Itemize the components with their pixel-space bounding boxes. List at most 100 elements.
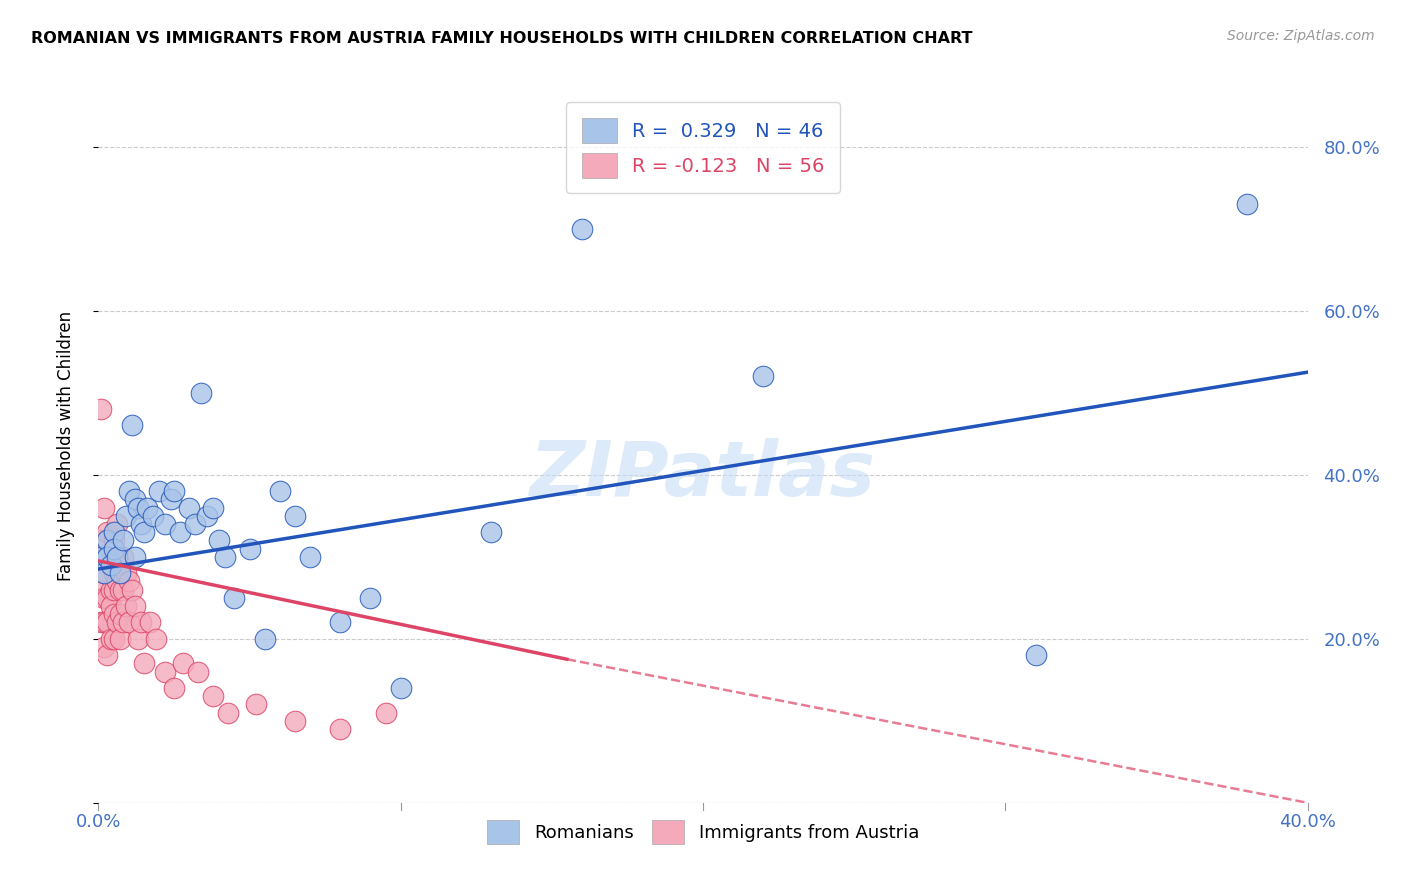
Point (108, 558, 131, 572)
Point (179, 500, 201, 515)
Point (93, 549, 115, 564)
Point (96, 549, 118, 564)
Point (169, 525, 191, 540)
Point (111, 615, 134, 630)
Point (111, 533, 134, 548)
Point (103, 632, 125, 646)
Point (96, 549, 118, 564)
Point (752, 369, 775, 384)
Point (124, 549, 146, 564)
Point (253, 632, 276, 646)
Point (160, 492, 183, 507)
Point (93, 500, 115, 515)
Point (93, 566, 115, 581)
Point (148, 484, 170, 499)
Point (214, 549, 236, 564)
Point (90, 582, 112, 597)
Text: ROMANIAN VS IMMIGRANTS FROM AUSTRIA FAMILY HOUSEHOLDS WITH CHILDREN CORRELATION : ROMANIAN VS IMMIGRANTS FROM AUSTRIA FAMI… (31, 31, 973, 46)
Point (127, 500, 149, 515)
Point (108, 607, 131, 622)
Point (90, 402, 112, 417)
Point (105, 574, 128, 589)
Point (127, 632, 149, 646)
Point (1236, 197, 1258, 211)
Point (239, 541, 262, 556)
Point (96, 591, 118, 605)
Point (111, 549, 134, 564)
Point (100, 558, 122, 572)
Point (245, 698, 267, 712)
Point (224, 591, 246, 605)
Point (96, 533, 118, 548)
Point (105, 516, 128, 531)
Point (284, 508, 307, 523)
Point (93, 615, 115, 630)
Point (103, 525, 125, 540)
Point (100, 558, 122, 572)
Point (142, 508, 165, 523)
Point (103, 582, 125, 597)
Point (108, 566, 131, 581)
Point (100, 582, 122, 597)
Point (103, 607, 125, 622)
Point (124, 599, 146, 613)
Point (105, 549, 128, 564)
Point (90, 533, 112, 548)
Text: Source: ZipAtlas.com: Source: ZipAtlas.com (1227, 29, 1375, 43)
Point (135, 500, 157, 515)
Point (1024, 648, 1046, 662)
Point (360, 591, 382, 605)
Point (96, 648, 118, 662)
Point (124, 492, 146, 507)
Point (132, 657, 155, 671)
Point (163, 681, 186, 695)
Point (96, 615, 118, 630)
Point (481, 525, 503, 540)
Y-axis label: Family Households with Children: Family Households with Children (56, 311, 75, 581)
Point (202, 500, 225, 515)
Point (103, 566, 125, 581)
Point (163, 484, 186, 499)
Point (103, 533, 125, 548)
Text: ZIPatlas: ZIPatlas (530, 438, 876, 511)
Point (195, 508, 218, 523)
Point (108, 632, 131, 646)
Point (139, 615, 162, 630)
Point (121, 418, 143, 433)
Point (90, 549, 112, 564)
Point (93, 591, 115, 605)
Point (284, 714, 307, 728)
Point (329, 615, 352, 630)
Point (118, 574, 141, 589)
Point (121, 582, 143, 597)
Legend: Romanians, Immigrants from Austria: Romanians, Immigrants from Austria (472, 805, 934, 858)
Point (129, 615, 152, 630)
Point (202, 689, 225, 703)
Point (269, 484, 291, 499)
Point (108, 582, 131, 597)
Point (187, 665, 209, 679)
Point (571, 221, 593, 235)
Point (114, 508, 136, 523)
Point (329, 722, 352, 736)
Point (111, 582, 134, 597)
Point (93, 640, 115, 654)
Point (132, 525, 155, 540)
Point (93, 566, 115, 581)
Point (145, 632, 167, 646)
Point (153, 665, 176, 679)
Point (100, 632, 122, 646)
Point (114, 599, 136, 613)
Point (129, 516, 152, 531)
Point (100, 599, 122, 613)
Point (118, 484, 141, 499)
Point (118, 615, 141, 630)
Point (190, 385, 212, 400)
Point (105, 615, 128, 630)
Point (153, 516, 176, 531)
Point (208, 533, 231, 548)
Point (184, 516, 207, 531)
Point (389, 681, 412, 695)
Point (217, 706, 239, 720)
Point (172, 657, 194, 671)
